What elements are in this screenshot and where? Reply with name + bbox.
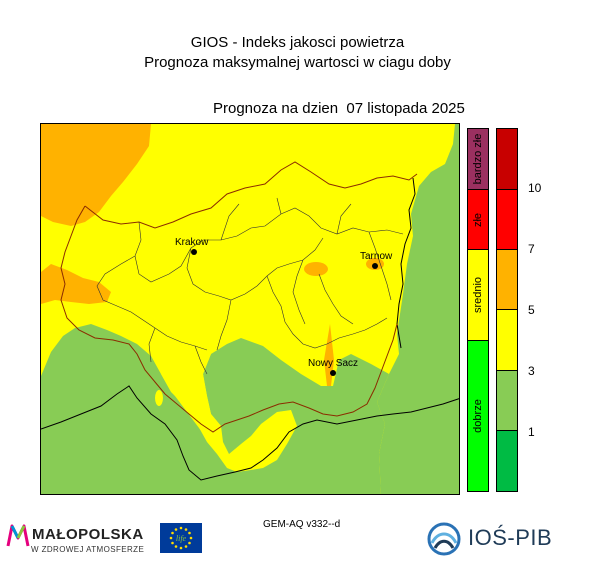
forecast-date: Prognoza na dzien 07 listopada 2025 (213, 100, 465, 117)
orange-zone-west (41, 264, 111, 304)
chart-title: GIOS - Indeks jakosci powietrza (190, 34, 405, 51)
city-label-tarnow: Tarnow (360, 251, 393, 262)
category-very-bad: bardzo złe (468, 129, 488, 190)
scale-tick-7: 7 (528, 242, 535, 256)
category-moderate: srednio (468, 250, 488, 341)
yellow-spot-southwest (155, 390, 163, 406)
malopolska-logo-icon (6, 524, 30, 547)
city-marker-nowy-sacz (330, 370, 336, 376)
yellow-spot-south (212, 431, 222, 441)
category-bad: złe (468, 190, 488, 250)
city-marker-tarnow (372, 263, 378, 269)
ios-pib-logo-icon (427, 522, 461, 556)
scale-tick-1: 1 (528, 425, 535, 439)
scale-band-below-1 (497, 431, 517, 491)
category-good: dobrze (468, 341, 488, 491)
voivodeship-border (60, 161, 418, 433)
scale-tick-5: 5 (528, 303, 535, 317)
city-label-krakow: Krakow (175, 237, 209, 248)
scale-band-3-5 (497, 310, 517, 371)
scale-band-7-10 (497, 190, 517, 250)
svg-text:life: life (176, 534, 187, 543)
model-version: GEM-AQ v332--d (263, 519, 341, 530)
forecast-map: Krakow Tarnow Nowy Sacz (40, 123, 460, 495)
green-zone-south (41, 324, 389, 494)
yellow-zone-south (161, 350, 221, 442)
scale-band-5-7 (497, 250, 517, 310)
scale-band-1-3 (497, 371, 517, 431)
orange-zone-north (85, 172, 115, 196)
eu-life-flag-icon: life (160, 523, 202, 553)
district-borders (96, 197, 404, 375)
national-border (41, 385, 459, 481)
malopolska-name: MAŁOPOLSKA (32, 526, 144, 543)
city-label-nowy-sacz: Nowy Sacz (308, 358, 358, 369)
category-legend: bardzo złe złe srednio dobrze (467, 128, 489, 492)
category-moderate-label: srednio (472, 276, 484, 314)
scale-tick-3: 3 (528, 364, 535, 378)
category-bad-label: złe (472, 212, 484, 227)
city-marker-krakow (191, 249, 197, 255)
east-border (396, 177, 416, 349)
malopolska-tagline: W ZDROWEJ ATMOSFERZE (31, 545, 145, 554)
scale-band-10-plus (497, 129, 517, 190)
chart-subtitle: Prognoza maksymalnej wartosci w ciagu do… (144, 54, 451, 71)
scale-tick-10: 10 (528, 181, 542, 195)
category-good-label: dobrze (472, 399, 484, 433)
value-scale (496, 128, 518, 492)
orange-spot-center (304, 262, 328, 276)
category-very-bad-label: bardzo złe (472, 133, 484, 185)
ios-pib-name: IOŚ-PIB (468, 525, 553, 550)
green-zone-east (377, 124, 459, 494)
